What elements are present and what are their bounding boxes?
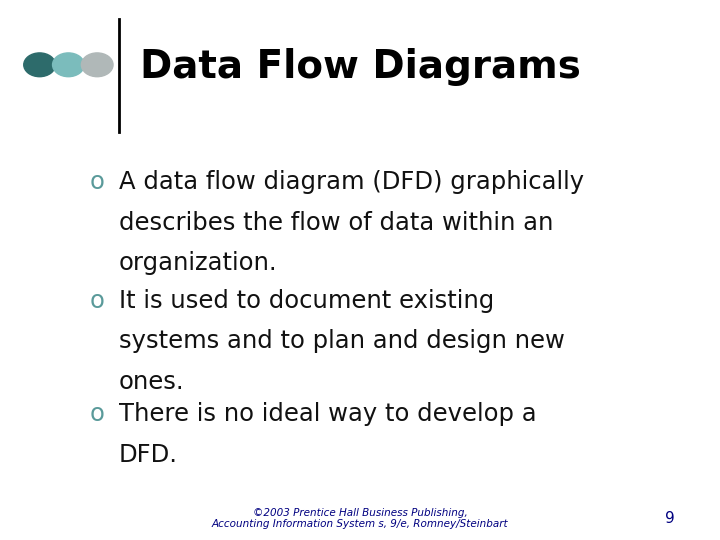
- Circle shape: [53, 53, 84, 77]
- Text: organization.: organization.: [119, 251, 277, 275]
- Text: 9: 9: [665, 511, 675, 526]
- Text: o: o: [90, 402, 105, 426]
- Circle shape: [81, 53, 113, 77]
- Text: ©2003 Prentice Hall Business Publishing,
Accounting Information System s, 9/e, R: ©2003 Prentice Hall Business Publishing,…: [212, 508, 508, 529]
- Text: It is used to document existing: It is used to document existing: [119, 289, 494, 313]
- Text: systems and to plan and design new: systems and to plan and design new: [119, 329, 564, 353]
- Text: DFD.: DFD.: [119, 443, 178, 467]
- Text: There is no ideal way to develop a: There is no ideal way to develop a: [119, 402, 536, 426]
- Text: describes the flow of data within an: describes the flow of data within an: [119, 211, 553, 234]
- Text: Data Flow Diagrams: Data Flow Diagrams: [140, 49, 581, 86]
- Text: o: o: [90, 170, 105, 194]
- Text: ones.: ones.: [119, 370, 184, 394]
- Text: o: o: [90, 289, 105, 313]
- Circle shape: [24, 53, 55, 77]
- Text: A data flow diagram (DFD) graphically: A data flow diagram (DFD) graphically: [119, 170, 584, 194]
